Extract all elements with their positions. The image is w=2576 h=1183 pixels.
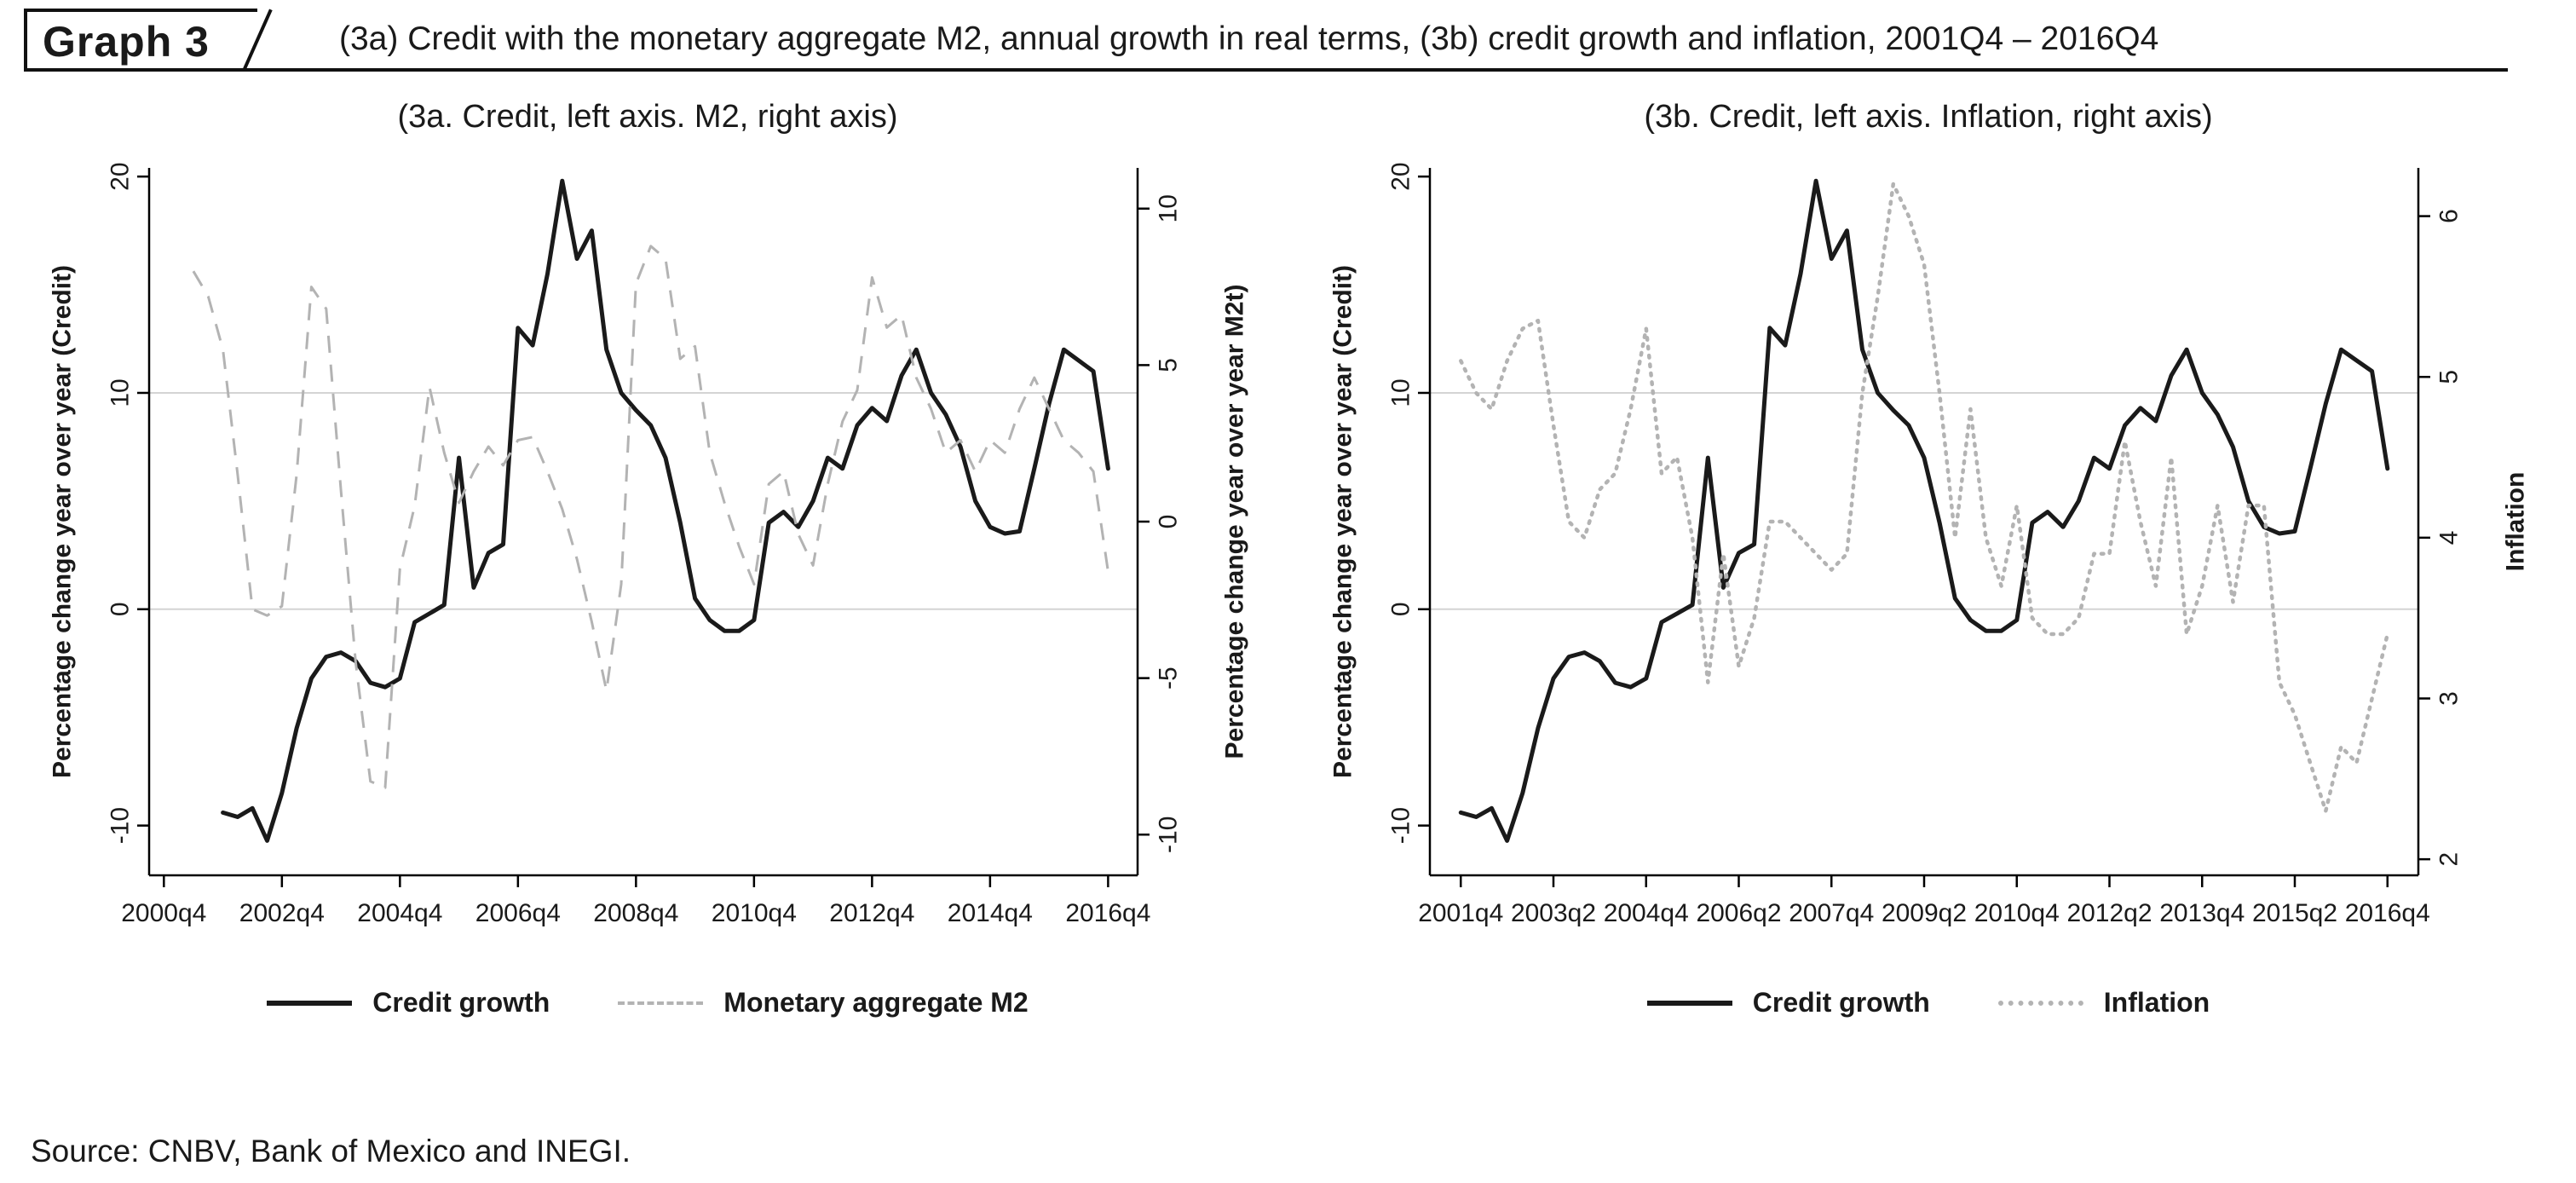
panel-3a: (3a. Credit, left axis. M2, right axis) … [26,95,1270,1019]
legend-label-credit-growth: Credit growth [372,987,550,1018]
charts-row: (3a. Credit, left axis. M2, right axis) … [0,95,2576,1019]
panel-3b-title: (3b. Credit, left axis. Inflation, right… [1644,99,2213,135]
legend-item-credit-growth: Credit growth [1646,987,1930,1019]
y-axis-title-left: Percentage change year over year (Credit… [49,265,77,778]
y-tick-label-right: 4 [2435,531,2464,545]
chart-3b-canvas: -10 0 10 20 2 3 4 5 6 2001q4 2003q2 2004q4 2006q2 200… [1329,162,2530,927]
graph-tag-label: Graph 3 [43,18,210,66]
header: Graph 3 (3a) Credit with the monetary ag… [0,0,2576,81]
credit-line-sample [267,1000,353,1006]
x-tick-label: 2008q4 [593,899,678,927]
x-tick-label: 2010q4 [1974,899,2060,927]
x-tick-label: 2014q4 [948,899,1033,927]
y-tick-label-right: -5 [1155,667,1183,690]
x-tick-label: 2012q2 [2066,899,2152,927]
x-tick-label: 2001q4 [1418,899,1503,927]
series-inflation [1459,182,2390,813]
legend-label-inflation: Inflation [2103,987,2210,1018]
y-tick-label-left: 0 [107,602,135,616]
x-tick-label: 2016q4 [2345,899,2430,927]
y-tick-label-left: 0 [1387,602,1415,616]
y-axis-title-right: Percentage change year over year M2t) [1221,285,1249,759]
y-tick-label-left: -10 [1387,807,1415,844]
y-tick-label-right: 6 [2435,209,2464,223]
y-tick-label-right: 5 [1155,358,1183,372]
x-tick-label: 2006q4 [475,899,561,927]
series-credit-growth [1458,178,2390,843]
y-tick-label-left: 20 [1387,162,1415,190]
legend-item-credit-growth: Credit growth [267,987,550,1019]
x-tick-label: 2000q4 [121,899,206,927]
legend-3a: Credit growth Monetary aggregate M2 [267,987,1029,1019]
x-tick-label: 2013q4 [2159,899,2245,927]
panel-3a-title: (3a. Credit, left axis. M2, right axis) [397,99,898,135]
series-credit-growth [221,178,1110,843]
y-axis-title-left: Percentage change year over year (Credit… [1329,265,1357,778]
x-tick-label: 2003q2 [1511,899,1596,927]
x-tick-label: 2002q4 [239,899,325,927]
y-tick-label-left: 20 [107,162,135,190]
x-tick-label: 2010q4 [712,899,797,927]
header-rule [24,68,2508,72]
chart-3a-canvas: -10 0 10 20 -10 -5 0 5 10 2000q4 2002q4 2004q4 2006q… [49,162,1249,927]
x-tick-label: 2004q4 [357,899,442,927]
graph-tag-box: Graph 3 [24,9,257,72]
y-tick-label-right: 3 [2435,691,2464,706]
source-note: Source: CNBV, Bank of Mexico and INEGI. [31,1134,631,1169]
y-tick-label-right: 0 [1155,515,1183,529]
legend-item-inflation: Inflation [1997,987,2210,1019]
x-tick-label: 2015q2 [2252,899,2337,927]
page-title: (3a) Credit with the monetary aggregate … [339,20,2159,57]
y-tick-label-right: 10 [1155,194,1183,222]
y-tick-label-left: -10 [107,807,135,844]
x-tick-label: 2009q2 [1882,899,1967,927]
x-tick-label: 2007q4 [1789,899,1874,927]
y-tick-label-right: 2 [2435,852,2464,867]
y-tick-label-left: 10 [1387,378,1415,407]
x-tick-label: 2012q4 [829,899,914,927]
x-tick-label: 2016q4 [1065,899,1150,927]
legend-3b: Credit growth Inflation [1646,987,2210,1019]
inflation-line-sample [1997,1000,2083,1006]
x-tick-label: 2004q4 [1604,899,1689,927]
y-tick-label-left: 10 [107,378,135,407]
x-tick-label: 2006q2 [1696,899,1781,927]
legend-label-m2: Monetary aggregate M2 [723,987,1029,1018]
panel-3b: (3b. Credit, left axis. Inflation, right… [1306,95,2550,1019]
y-tick-label-right: -10 [1155,817,1183,853]
m2-line-sample [618,1001,704,1005]
legend-item-m2: Monetary aggregate M2 [618,987,1029,1019]
legend-label-credit-growth: Credit growth [1752,987,1930,1018]
y-tick-label-right: 5 [2435,370,2464,384]
credit-line-sample [1646,1000,1732,1006]
y-axis-title-right: Inflation [2502,472,2530,572]
series-monetary-aggregate-m2 [192,245,1109,789]
